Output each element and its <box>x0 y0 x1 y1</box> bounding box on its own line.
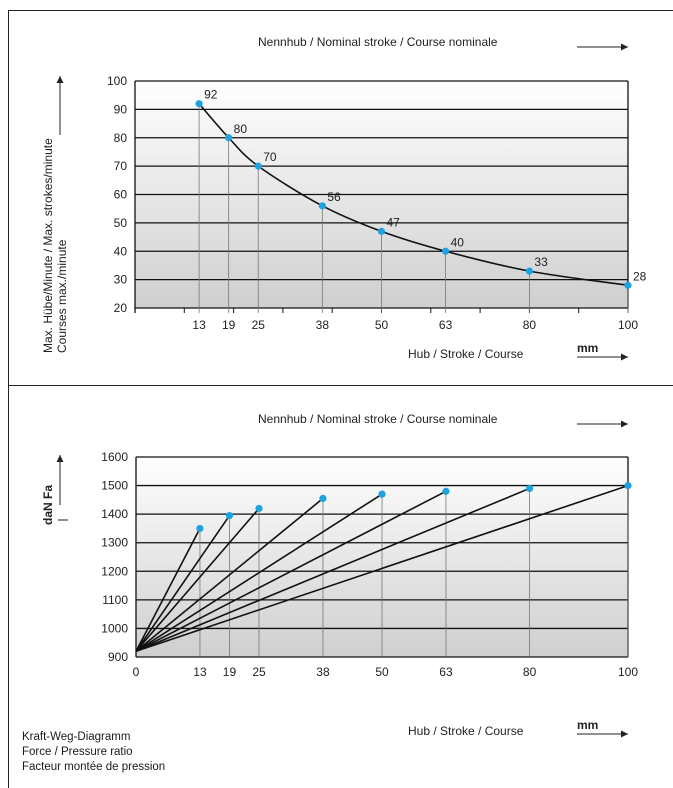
top-x-axis-label: Hub / Stroke / Course <box>408 347 524 361</box>
top-x-unit: mm <box>577 341 598 355</box>
top-drop-lines <box>198 103 629 313</box>
caption-line-3: Facteur montée de pression <box>22 761 166 773</box>
top-x-tick-label: 25 <box>252 318 266 332</box>
bottom-y-tick-label: 1000 <box>101 621 128 635</box>
top-data-label: 40 <box>451 235 465 249</box>
bottom-series-line <box>135 515 231 652</box>
top-y-tick-label: 90 <box>114 102 128 116</box>
bottom-x-tick-label: 25 <box>252 665 266 679</box>
bottom-data-point <box>255 504 263 513</box>
bottom-x-axis-label: Hub / Stroke / Course <box>408 724 524 738</box>
bottom-data-point <box>319 494 327 503</box>
top-x-tick-label: 19 <box>222 318 236 332</box>
bottom-x-tick-label: 63 <box>439 665 453 679</box>
top-data-point <box>525 267 534 275</box>
top-data-point <box>225 134 233 142</box>
bottom-drop-lines <box>199 485 629 657</box>
top-y-tick-label: 20 <box>114 301 128 315</box>
bottom-series-line <box>135 493 383 652</box>
frame-top-line <box>8 10 673 11</box>
top-data-point <box>254 162 262 170</box>
bottom-y-tick-label: 1200 <box>101 564 128 578</box>
top-y-axis-label-1: Max. Hübe/Minute / Max. strokes/minute <box>41 138 55 353</box>
top-data-point <box>318 202 326 210</box>
top-y-ticks: 100 90 80 70 60 50 40 30 20 <box>107 74 127 315</box>
top-x-tick-label: 80 <box>523 318 537 332</box>
caption-line-1: Kraft-Weg-Diagramm <box>22 731 131 743</box>
top-y-tick-label: 80 <box>114 131 128 145</box>
bottom-series-line <box>135 497 324 652</box>
top-y-tick-label: 70 <box>114 159 128 173</box>
bottom-y-tick-label: 1300 <box>101 536 128 550</box>
top-y-tick-label: 100 <box>107 74 127 88</box>
bottom-data-point <box>526 484 534 493</box>
top-y-tick-label: 50 <box>114 216 128 230</box>
section-divider <box>8 385 673 386</box>
top-y-tick-label: 30 <box>114 273 128 287</box>
bottom-x-unit: mm <box>577 718 598 732</box>
bottom-y-axis-label: daN Fa <box>41 485 55 525</box>
bottom-x-tick-label: 13 <box>193 665 207 679</box>
top-data-point <box>377 227 386 235</box>
bottom-x-tick-label: 100 <box>618 665 638 679</box>
bottom-y-tick-label: 1400 <box>101 507 128 521</box>
top-x-tick-label: 63 <box>439 318 453 332</box>
top-axes <box>134 81 629 313</box>
top-data-point <box>195 100 203 108</box>
bottom-data-point <box>225 511 234 520</box>
caption-line-2: Force / Pressure ratio <box>22 746 133 758</box>
top-points <box>195 100 632 289</box>
top-y-axis-label-2: Courses max./minute <box>55 239 69 353</box>
bottom-y-tick-label: 1100 <box>102 593 128 607</box>
bottom-data-point <box>378 490 386 498</box>
bottom-y-ticks: 1600 1500 1400 1300 1200 1100 1000 900 <box>101 450 128 664</box>
top-nominal-label: Nennhub / Nominal stroke / Course nomina… <box>258 35 498 49</box>
bottom-series-line <box>135 487 530 653</box>
bottom-data-point <box>624 481 632 490</box>
bottom-nominal-label: Nennhub / Nominal stroke / Course nomina… <box>258 412 498 426</box>
bottom-x-tick-label: 50 <box>375 665 389 679</box>
bottom-x-tick-label: 0 <box>133 665 140 679</box>
top-data-label: 47 <box>387 215 401 229</box>
top-x-tick-label: 100 <box>618 318 638 332</box>
bottom-series-line <box>135 528 201 652</box>
top-y-tick-label: 60 <box>114 188 128 202</box>
top-x-tick-label: 38 <box>316 318 330 332</box>
top-x-tick-label: 13 <box>192 318 206 332</box>
top-y-tick-label: 40 <box>114 244 128 258</box>
bottom-y-tick-label: 1600 <box>101 450 128 464</box>
bottom-series-line <box>135 490 447 652</box>
top-x-ticks: 13 19 25 38 50 63 80 100 <box>192 318 638 332</box>
top-data-labels: 92 80 70 56 47 40 33 28 <box>204 88 647 284</box>
top-x-tick-label: 50 <box>375 318 389 332</box>
bottom-data-point <box>196 524 204 533</box>
bottom-y-tick-label: 900 <box>108 650 128 664</box>
bottom-series-line <box>135 484 629 653</box>
top-data-label: 80 <box>234 122 248 136</box>
bottom-data-point <box>442 487 450 495</box>
bottom-x-ticks: 0 13 19 25 38 50 63 80 100 <box>133 665 639 679</box>
bottom-x-tick-label: 19 <box>223 665 237 679</box>
top-data-label: 28 <box>633 269 647 283</box>
top-data-label: 33 <box>534 255 548 269</box>
top-data-label: 92 <box>204 88 218 102</box>
frame-left-line <box>8 10 9 788</box>
bottom-series-line <box>135 507 260 652</box>
bottom-y-tick-label: 1500 <box>101 479 128 493</box>
top-data-label: 56 <box>327 190 341 204</box>
bottom-series-lines <box>135 484 629 653</box>
bottom-chart: 1600 1500 1400 1300 1200 1100 1000 900 0 13 19 25 3… <box>41 412 638 738</box>
top-data-point <box>624 281 632 289</box>
bottom-x-tick-label: 38 <box>316 665 330 679</box>
top-data-label: 70 <box>263 150 277 164</box>
top-data-point <box>441 247 450 255</box>
bottom-points <box>196 481 632 533</box>
bottom-x-tick-label: 80 <box>523 665 537 679</box>
